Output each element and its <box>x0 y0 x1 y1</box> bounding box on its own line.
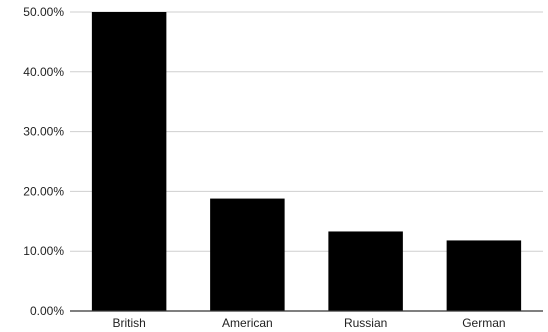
y-tick-label: 0.00% <box>30 304 64 318</box>
bar-american <box>210 198 285 311</box>
y-tick-label: 40.00% <box>23 65 64 79</box>
x-tick-label: American <box>222 316 273 330</box>
y-axis-ticks: 0.00% 10.00% 20.00% 30.00% 40.00% 50.00% <box>23 5 64 318</box>
y-tick-label: 30.00% <box>23 125 64 139</box>
bar-british <box>91 12 167 311</box>
x-tick-label: British <box>112 316 145 330</box>
bars <box>91 12 522 311</box>
y-tick-label: 20.00% <box>23 184 64 198</box>
bar-russian <box>328 231 403 311</box>
bar-german <box>446 240 522 311</box>
x-axis-labels: British American Russian German <box>112 316 505 330</box>
y-tick-label: 50.00% <box>23 5 64 19</box>
x-tick-label: German <box>462 316 505 330</box>
x-tick-label: Russian <box>344 316 387 330</box>
y-tick-label: 10.00% <box>23 244 64 258</box>
